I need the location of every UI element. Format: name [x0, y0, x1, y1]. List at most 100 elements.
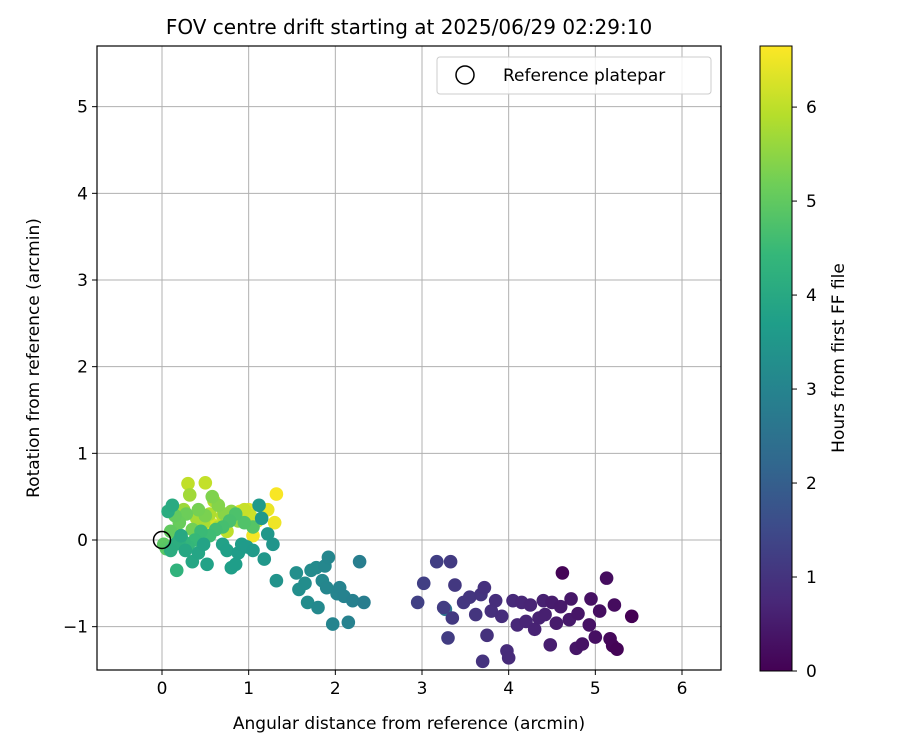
data-point: [178, 543, 193, 558]
data-point: [441, 631, 455, 645]
data-point: [174, 528, 188, 543]
reference-platepar-marker: [152, 530, 172, 550]
data-point: [477, 580, 492, 595]
data-point: [319, 580, 334, 595]
data-point: [165, 498, 180, 513]
data-point: [448, 578, 462, 592]
data-point: [205, 489, 220, 504]
data-point: [196, 537, 211, 552]
colorbar-tick-label: 6: [806, 98, 817, 118]
y-axis-label: Rotation from reference (arcmin): [24, 218, 44, 498]
data-point: [599, 571, 614, 585]
data-point: [266, 537, 280, 552]
data-point: [462, 590, 477, 604]
y-tick-label: 1: [77, 444, 88, 464]
data-point: [488, 593, 503, 608]
x-tick-label: 3: [417, 679, 428, 699]
colorbar-tick-label: 0: [806, 662, 817, 682]
data-point: [480, 628, 494, 643]
x-tick-label: 1: [243, 679, 254, 699]
data-point: [321, 550, 336, 565]
data-point: [191, 502, 206, 517]
data-point: [237, 515, 252, 530]
y-tick-label: 4: [77, 184, 88, 204]
data-point: [475, 654, 490, 669]
data-point: [169, 563, 184, 578]
data-point: [410, 595, 425, 610]
legend-label: Reference platepar: [503, 66, 665, 86]
axis-ticks: 0 1 2 3 4 5 6 −1 0 1 2 3 4 5: [63, 98, 687, 699]
data-point: [527, 622, 542, 637]
data-point: [588, 630, 603, 644]
data-point: [445, 611, 460, 625]
data-point: [163, 543, 178, 558]
data-point: [260, 527, 275, 541]
x-tick-label: 4: [503, 679, 514, 699]
x-tick-label: 2: [330, 679, 341, 699]
data-point: [429, 554, 444, 569]
y-tick-label: 5: [77, 98, 88, 118]
x-axis-label: Angular distance from reference (arcmin): [233, 714, 585, 734]
data-points: [156, 476, 639, 669]
data-point: [220, 543, 234, 558]
colorbar-gradient: [759, 45, 793, 672]
data-point: [269, 573, 284, 588]
data-point: [624, 609, 639, 624]
data-point: [341, 615, 356, 630]
data-point: [254, 511, 269, 526]
x-tick-label: 5: [590, 679, 601, 699]
data-point: [198, 476, 213, 490]
data-point: [519, 614, 533, 629]
plot-frame: [96, 45, 722, 671]
data-point: [252, 498, 266, 513]
data-point: [592, 604, 607, 618]
x-tick-label: 0: [157, 679, 168, 699]
data-point: [443, 554, 458, 569]
y-tick-label: −1: [63, 618, 88, 638]
data-point: [345, 593, 360, 608]
data-point: [311, 600, 325, 615]
data-point: [484, 604, 499, 618]
y-tick-label: 3: [77, 271, 88, 291]
data-point: [494, 609, 509, 624]
legend-box: [436, 56, 712, 95]
legend-marker-icon: [455, 65, 475, 85]
legend: Reference platepar: [436, 56, 712, 95]
data-point: [538, 607, 552, 622]
colorbar-ticks: 0 1 2 3 4 5 6: [792, 98, 817, 682]
data-point: [436, 600, 451, 615]
colorbar-tick-label: 4: [806, 286, 817, 306]
data-point: [607, 598, 622, 612]
data-point: [582, 618, 597, 632]
data-point: [553, 599, 568, 614]
x-tick-label: 6: [677, 679, 688, 699]
data-point: [549, 616, 564, 630]
colorbar: 0 1 2 3 4 5 6 Hours from first FF file: [759, 45, 849, 682]
data-point: [555, 566, 570, 580]
data-point: [325, 617, 340, 631]
data-point: [228, 557, 243, 572]
data-point: [468, 607, 483, 622]
data-point: [352, 554, 367, 569]
data-point: [416, 576, 431, 591]
y-tick-label: 0: [77, 531, 88, 551]
data-point: [246, 543, 260, 558]
data-point: [163, 524, 178, 539]
data-point: [181, 476, 195, 491]
colorbar-label: Hours from first FF file: [829, 263, 849, 453]
data-point: [300, 595, 315, 610]
data-point: [543, 638, 558, 652]
colorbar-tick-label: 2: [806, 474, 817, 494]
data-point: [357, 595, 371, 610]
data-point: [200, 557, 214, 572]
grid: [97, 46, 721, 670]
data-point: [584, 592, 598, 606]
colorbar-tick-label: 3: [806, 380, 817, 400]
data-point: [257, 552, 272, 566]
chart-title: FOV centre drift starting at 2025/06/29 …: [166, 15, 652, 39]
data-point: [182, 488, 197, 502]
data-point: [523, 598, 538, 612]
data-point: [571, 606, 585, 621]
